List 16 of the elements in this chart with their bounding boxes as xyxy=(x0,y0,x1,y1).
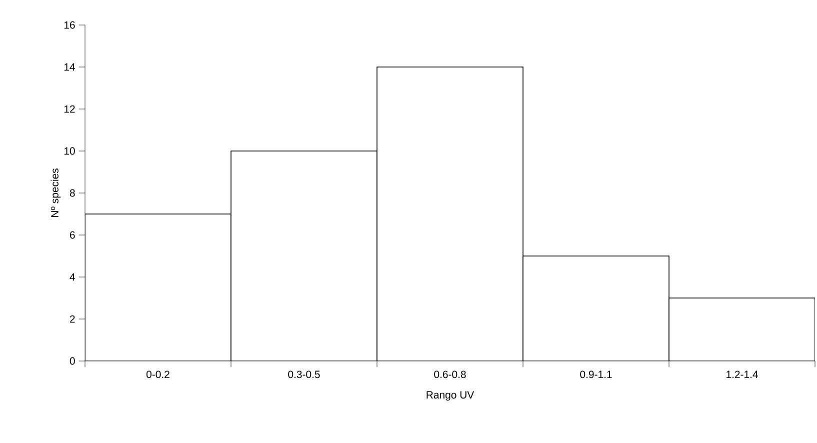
y-tick-label: 6 xyxy=(70,231,75,239)
y-tick-label: 10 xyxy=(64,147,75,155)
x-tick-label: 0.9-1.1 xyxy=(580,370,612,378)
x-tick-label: 0-0.2 xyxy=(146,370,170,378)
x-tick-label: 0.3-0.5 xyxy=(288,370,320,378)
x-tick-label: 1.2-1.4 xyxy=(726,370,758,378)
y-tick-label: 16 xyxy=(64,21,75,29)
y-axis-title: Nº species xyxy=(50,168,61,218)
y-tick-label: 0 xyxy=(70,357,75,365)
y-tick-label: 14 xyxy=(64,63,75,71)
y-tick-label: 8 xyxy=(70,189,75,197)
y-tick-label: 4 xyxy=(70,273,75,281)
x-tick-label: 0.6-0.8 xyxy=(434,370,466,378)
y-tick-label: 12 xyxy=(64,105,75,113)
y-tick-label: 2 xyxy=(70,315,75,323)
x-axis-title: Rango UV xyxy=(426,391,474,401)
